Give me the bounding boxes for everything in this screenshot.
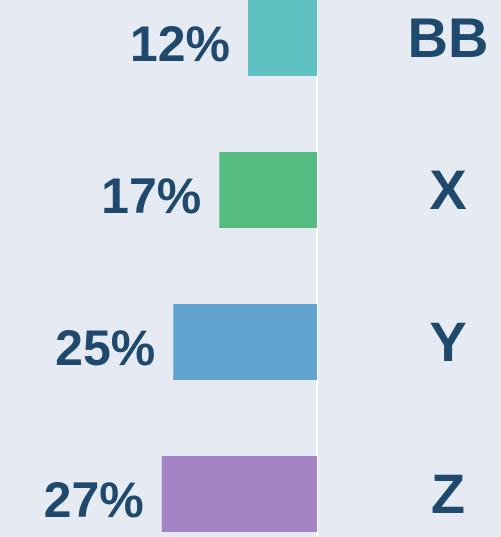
value-label: 27% [44,472,144,528]
category-label: Y [429,310,466,373]
category-label: Z [431,462,465,525]
bar [173,304,317,380]
value-label: 12% [130,16,230,72]
category-label: BB [408,6,489,69]
category-label: X [429,158,466,221]
bar [161,456,317,532]
bar [219,152,317,228]
value-label: 17% [101,168,201,224]
bar [248,0,317,76]
value-label: 25% [55,320,155,376]
